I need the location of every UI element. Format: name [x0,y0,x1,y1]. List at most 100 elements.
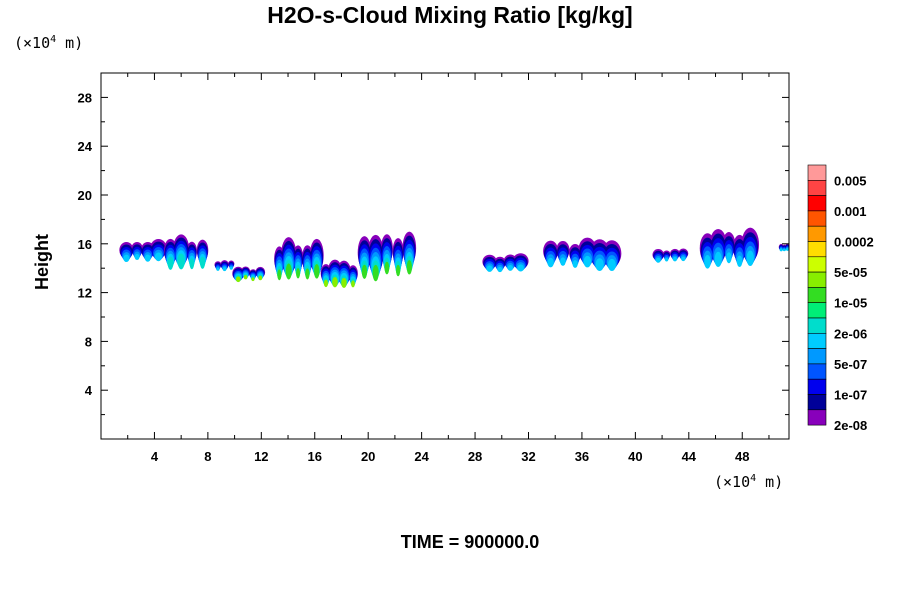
colorbar-label: 0.0002 [834,235,874,250]
y-unit-exponent: 4 [50,34,57,45]
colorbar-swatch [807,378,827,395]
colorbar-swatch [807,210,827,227]
cloud-contour [396,264,401,277]
cloud-contour [507,264,514,271]
cloud-contour [782,248,786,252]
cloud-contour [200,259,205,269]
cloud [274,237,324,281]
colorbar-swatch [807,287,827,303]
cloud-contour [323,279,328,288]
cloud-contour [736,255,743,268]
cloud-contour [361,264,368,279]
y-tick-label: 28 [78,90,92,105]
cloud-contour [341,277,347,288]
cloud-contour [285,263,292,280]
colorbar-swatch [807,195,827,212]
colorbar-label: 1e-05 [834,296,867,311]
colorbar-label: 0.001 [834,204,867,219]
cloud-contour [154,252,162,262]
cloud-contour [486,265,493,272]
cloud [699,227,760,269]
cloud [543,237,622,271]
cloud-contour [123,254,130,263]
cloud-contour [517,264,524,272]
cloud [214,260,235,272]
cloud-contour [296,268,300,279]
cloud-contour [178,256,185,270]
colorbar-swatch [807,394,827,411]
cloud [357,231,417,282]
y-tick-label: 16 [78,237,92,252]
y-unit-prefix: (×10 [14,34,51,52]
cloud [232,266,266,283]
cloud-contour [251,277,255,282]
x-tick-label: 40 [628,449,642,464]
x-tick-label: 8 [204,449,211,464]
colorbar-label: 2e-06 [834,326,867,341]
y-tick-label: 4 [85,383,93,398]
cloud-contour [672,256,677,262]
y-tick-label: 24 [78,139,93,154]
cloud-contour [332,277,338,288]
cloud-contour [144,254,151,262]
y-tick-label: 12 [78,286,92,301]
cloud-contour [189,261,194,270]
cloud-contour [681,256,686,262]
colorbar-swatch [807,271,827,288]
colorbar-swatch [807,180,827,196]
x-tick-label: 36 [575,449,589,464]
colorbar-swatch [807,363,827,380]
cloud-contour [560,257,566,266]
cloud-contour [704,255,711,269]
colorbar-swatch [807,317,827,334]
cloud-contour [222,267,227,272]
cloud [320,259,358,288]
cloud-contour [785,248,789,251]
x-unit-exponent: 4 [750,473,757,484]
colorbar-swatch [807,164,827,181]
cloud-contour [726,252,732,264]
x-unit-suffix: m) [756,473,784,491]
cloud [164,234,209,270]
cloud-contour [384,261,390,275]
cloud [119,238,167,263]
x-tick-label: 28 [468,449,482,464]
cloud-field [119,227,789,288]
chart-title: H2O-s-Cloud Mixing Ratio [kg/kg] [267,2,633,28]
colorbar-swatch [807,225,827,242]
cloud-contour [351,280,355,288]
x-tick-label: 12 [254,449,268,464]
x-tick-label: 44 [682,449,697,464]
plot-area [100,72,790,440]
time-label: TIME = 900000.0 [400,532,540,552]
x-tick-label: 32 [521,449,535,464]
cloud-contour [583,255,592,268]
y-axis-unit: (×104 m) [14,34,83,52]
cloud-contour [134,253,140,261]
y-tick-label: 8 [85,334,92,349]
cloud-contour [243,275,248,280]
y-unit-suffix: m) [56,34,84,52]
colorbar-swatch [807,409,827,426]
colorbar-label: 2e-08 [834,418,867,433]
cloud [778,243,789,252]
x-tick-label: 20 [361,449,375,464]
cloud-contour [779,248,783,252]
colorbar-swatch [807,241,827,258]
x-tick-label: 48 [735,449,749,464]
colorbar-swatch [807,256,827,273]
cloud-contour [229,266,233,270]
colorbar-label: 5e-07 [834,357,867,372]
cloud [482,253,529,273]
cloud-contour [607,258,616,271]
cloud-contour [655,257,661,263]
colorbar-label: 5e-05 [834,265,867,280]
y-tick-label: 20 [78,188,92,203]
cloud-contour [167,259,173,270]
x-axis-unit: (×104 m) [714,473,783,491]
cloud [652,248,689,263]
cloud-contour [746,250,754,266]
x-unit-prefix: (×10 [714,473,751,491]
